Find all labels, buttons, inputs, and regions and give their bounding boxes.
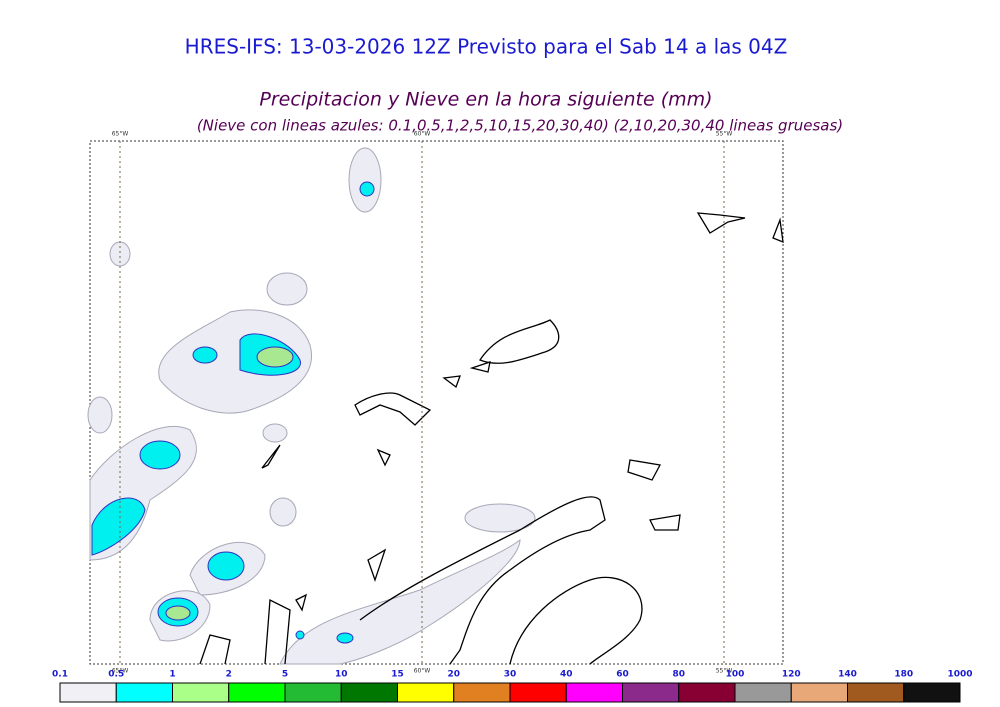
meridian-label: 65°W — [112, 668, 129, 675]
colorbar-box — [172, 682, 230, 703]
colorbar-box — [397, 682, 455, 703]
colorbar-label: 1 — [169, 670, 175, 680]
colorbar-label: 15 — [391, 670, 404, 680]
colorbar-label: 80 — [672, 670, 685, 680]
colorbar-label: 0.5 — [108, 670, 124, 680]
colorbar-box — [228, 682, 286, 703]
colorbar-label: 140 — [838, 670, 857, 680]
colorbar-box — [903, 682, 961, 703]
colorbar-box — [340, 682, 398, 703]
colorbar-box — [734, 682, 792, 703]
colorbar-label: 0.1 — [52, 670, 68, 680]
colorbar-box — [284, 682, 342, 703]
meridian-label: 60°W — [414, 131, 431, 138]
colorbar-box — [565, 682, 623, 703]
colorbar-box — [622, 682, 680, 703]
note: (Nieve con lineas azules: 0.1,0.5,1,2,5,… — [197, 117, 843, 135]
meridian-label: 55°W — [716, 131, 733, 138]
colorbar-box — [59, 682, 117, 703]
colorbar-label: 20 — [447, 670, 460, 680]
colorbar-box — [115, 682, 173, 703]
colorbar-box — [847, 682, 905, 703]
map: 65°W 60°W 55°W 65°W 60°W 55°W — [87, 131, 784, 675]
coastlines — [199, 212, 784, 665]
meridian-label: 65°W — [112, 131, 129, 138]
colorbar-box — [509, 682, 567, 703]
colorbar-label: 180 — [894, 670, 913, 680]
subtitle: Precipitacion y Nieve en la hora siguien… — [259, 89, 712, 111]
colorbar-label: 60 — [616, 670, 629, 680]
colorbar: 0.1 0.5 1 2 5 10 15 20 30 40 60 80 100 120 140 180 1000 — [52, 670, 973, 703]
colorbar-label: 5 — [282, 670, 288, 680]
precipitation — [87, 147, 536, 665]
meridian-label: 55°W — [716, 668, 733, 675]
colorbar-label: 40 — [560, 670, 573, 680]
meridian-label: 60°W — [414, 668, 431, 675]
colorbar-label: 100 — [726, 670, 745, 680]
colorbar-box — [678, 682, 736, 703]
colorbar-box — [790, 682, 848, 703]
title: HRES-IFS: 13-03-2026 12Z Previsto para e… — [185, 35, 788, 59]
colorbar-box — [453, 682, 511, 703]
colorbar-label: 10 — [335, 670, 348, 680]
colorbar-label: 2 — [226, 670, 232, 680]
colorbar-label: 30 — [504, 670, 517, 680]
colorbar-label: 1000 — [947, 670, 972, 680]
colorbar-label: 120 — [782, 670, 801, 680]
